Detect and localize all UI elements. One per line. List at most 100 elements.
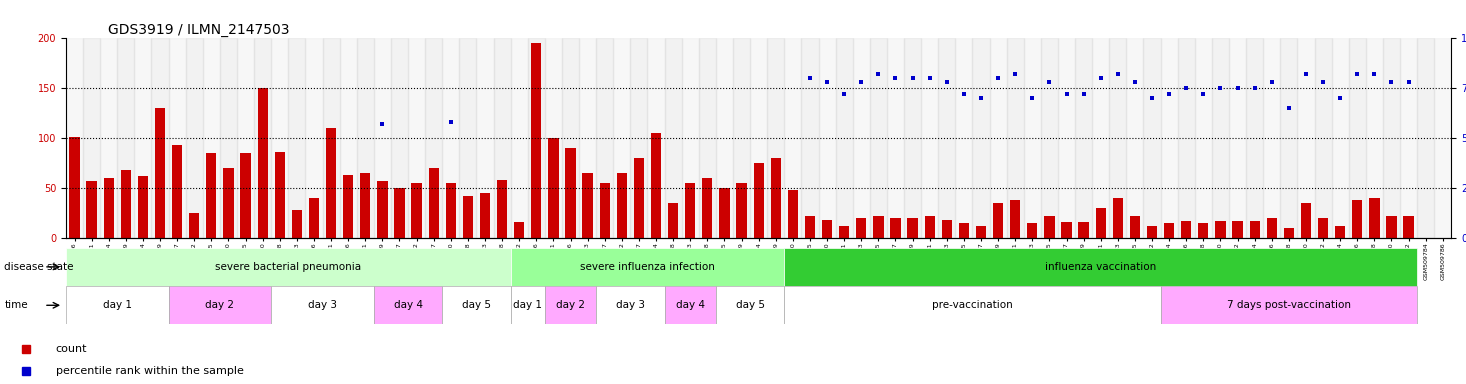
- Bar: [869, 38, 887, 238]
- Bar: [566, 148, 576, 238]
- Bar: [1164, 223, 1174, 238]
- Text: day 2: day 2: [205, 300, 235, 310]
- Text: influenza vaccination: influenza vaccination: [1045, 262, 1157, 272]
- Bar: [220, 38, 237, 238]
- Bar: [1007, 38, 1023, 238]
- Bar: [1075, 38, 1092, 238]
- Bar: [545, 38, 561, 238]
- Bar: [925, 216, 935, 238]
- Bar: [1146, 226, 1157, 238]
- FancyBboxPatch shape: [597, 286, 664, 324]
- Bar: [818, 38, 836, 238]
- Bar: [274, 152, 284, 238]
- Bar: [1198, 223, 1208, 238]
- Bar: [990, 38, 1007, 238]
- Bar: [633, 158, 644, 238]
- Text: day 4: day 4: [393, 300, 422, 310]
- Bar: [853, 38, 869, 238]
- Bar: [720, 188, 730, 238]
- Bar: [767, 38, 784, 238]
- Bar: [1403, 216, 1413, 238]
- Bar: [463, 196, 474, 238]
- Text: severe bacterial pneumonia: severe bacterial pneumonia: [216, 262, 362, 272]
- Bar: [117, 38, 135, 238]
- Bar: [630, 38, 648, 238]
- Bar: [856, 218, 866, 238]
- Bar: [1297, 38, 1315, 238]
- Bar: [1044, 216, 1054, 238]
- Bar: [135, 38, 151, 238]
- Bar: [1318, 218, 1328, 238]
- Bar: [1264, 38, 1280, 238]
- Bar: [579, 38, 597, 238]
- Bar: [1336, 226, 1346, 238]
- Text: day 4: day 4: [676, 300, 705, 310]
- Bar: [1366, 38, 1382, 238]
- Bar: [1233, 221, 1243, 238]
- Bar: [323, 38, 340, 238]
- Bar: [443, 38, 459, 238]
- Bar: [1229, 38, 1246, 238]
- FancyBboxPatch shape: [169, 286, 271, 324]
- Bar: [172, 145, 182, 238]
- Bar: [1284, 228, 1294, 238]
- Bar: [361, 173, 371, 238]
- Bar: [959, 223, 969, 238]
- Bar: [1212, 38, 1229, 238]
- Text: day 2: day 2: [556, 300, 585, 310]
- Bar: [494, 38, 510, 238]
- Bar: [941, 220, 951, 238]
- Bar: [254, 38, 271, 238]
- Bar: [1143, 38, 1161, 238]
- FancyBboxPatch shape: [664, 286, 715, 324]
- Bar: [309, 198, 320, 238]
- Bar: [240, 153, 251, 238]
- Bar: [356, 38, 374, 238]
- Bar: [702, 178, 712, 238]
- Bar: [408, 38, 425, 238]
- Bar: [548, 138, 559, 238]
- Bar: [1195, 38, 1212, 238]
- FancyBboxPatch shape: [1161, 286, 1418, 324]
- Bar: [1300, 203, 1311, 238]
- Bar: [736, 183, 746, 238]
- Bar: [391, 38, 408, 238]
- Bar: [617, 173, 627, 238]
- Bar: [1110, 38, 1126, 238]
- Bar: [528, 38, 545, 238]
- Bar: [531, 43, 541, 238]
- Bar: [1387, 216, 1397, 238]
- Bar: [802, 38, 818, 238]
- Bar: [664, 38, 682, 238]
- FancyBboxPatch shape: [271, 286, 374, 324]
- Bar: [685, 183, 695, 238]
- Bar: [343, 175, 353, 238]
- Bar: [921, 38, 938, 238]
- Bar: [1126, 38, 1143, 238]
- Bar: [100, 38, 117, 238]
- Bar: [258, 88, 268, 238]
- Bar: [699, 38, 715, 238]
- Bar: [305, 38, 323, 238]
- Bar: [1010, 200, 1020, 238]
- FancyBboxPatch shape: [545, 286, 597, 324]
- Bar: [784, 38, 802, 238]
- Bar: [1058, 38, 1075, 238]
- Bar: [289, 38, 305, 238]
- Bar: [787, 190, 798, 238]
- Bar: [223, 168, 233, 238]
- Bar: [1061, 222, 1072, 238]
- Bar: [104, 178, 114, 238]
- Bar: [874, 216, 884, 238]
- Bar: [600, 183, 610, 238]
- Text: day 5: day 5: [736, 300, 765, 310]
- FancyBboxPatch shape: [784, 248, 1418, 286]
- Bar: [597, 38, 613, 238]
- Bar: [155, 108, 166, 238]
- Bar: [1280, 38, 1297, 238]
- Bar: [151, 38, 169, 238]
- Bar: [1161, 38, 1177, 238]
- Bar: [976, 226, 987, 238]
- Bar: [1028, 223, 1038, 238]
- Bar: [237, 38, 254, 238]
